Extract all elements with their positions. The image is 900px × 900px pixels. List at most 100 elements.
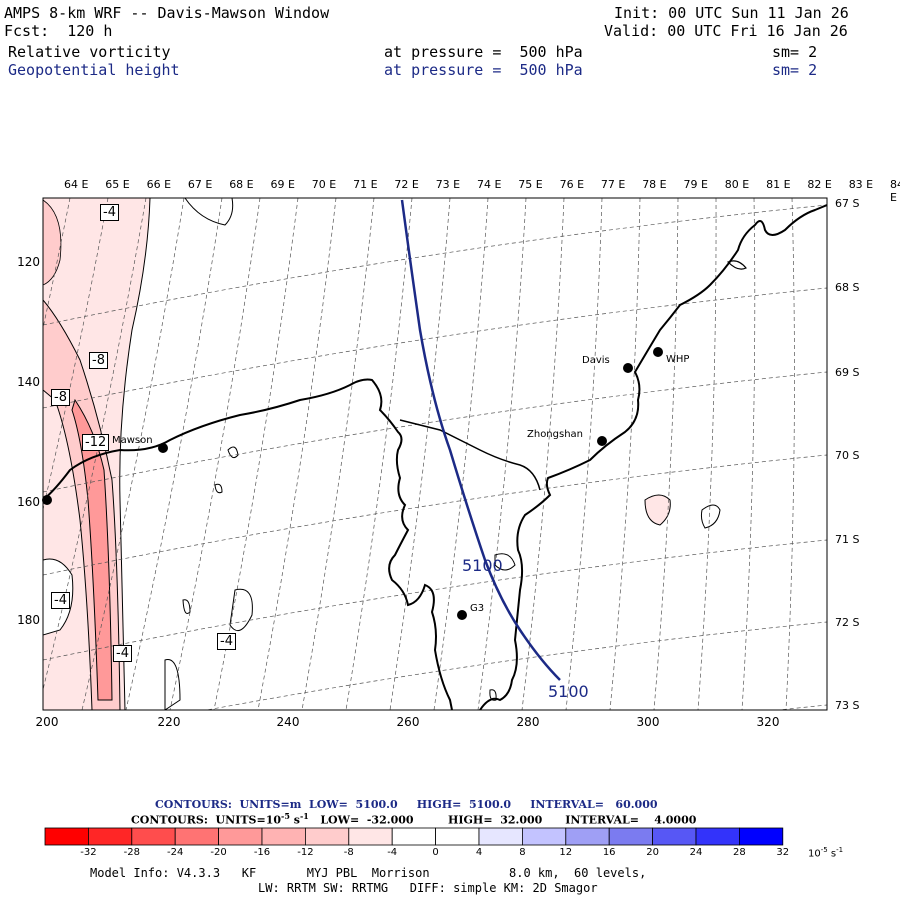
left-edge-marker: [42, 495, 52, 505]
colorbar-label: 16: [602, 847, 616, 858]
height-contour-label: 5100: [462, 556, 503, 575]
lon-label: 83 E: [848, 178, 874, 191]
zhongshan-label: Zhongshan: [527, 429, 584, 440]
valid-time: Valid: 00 UTC Fri 16 Jan 26: [604, 22, 848, 40]
vorticity-label: -4: [217, 633, 236, 650]
vorticity-blob-1: [644, 494, 671, 526]
colorbar-label: 24: [689, 847, 703, 858]
lon-label: 82 E: [807, 178, 832, 191]
island-outline-2: [494, 553, 516, 571]
colorbar-swatch: [739, 827, 784, 846]
colorbar-swatch: [174, 827, 219, 846]
y-tick-120: 120: [17, 255, 40, 269]
vorticity-blob-2: [700, 504, 721, 529]
vorticity-small-4: [164, 659, 181, 710]
lat-label-67s: 67 S: [835, 197, 860, 210]
island-outline: [726, 260, 747, 270]
colorbar-label: 8: [519, 847, 526, 858]
colorbar-swatch: [652, 827, 697, 846]
meridian-line: [345, 198, 413, 710]
parallel-line: [43, 454, 827, 576]
lat-label-69s: 69 S: [835, 366, 860, 379]
colorbar-label: -20: [210, 847, 227, 858]
vorticity-shade-strong: [71, 398, 113, 701]
parallel-line: [204, 621, 827, 710]
height-contour-label: 5100: [548, 682, 589, 701]
colorbar-swatch: [565, 827, 610, 846]
meridian-line: [741, 198, 756, 710]
meridian-line: [565, 198, 603, 710]
vorticity-small-5: [214, 483, 223, 494]
field2-name: Geopotential height: [8, 61, 180, 79]
vorticity-label: -4: [51, 592, 70, 609]
vorticity-label: -8: [51, 389, 70, 406]
lon-label: 71 E: [353, 178, 378, 191]
field1-smoothing: sm= 2: [772, 43, 818, 61]
vorticity-contour-top: [184, 198, 234, 226]
height-contour-info: CONTOURS: UNITS=m LOW= 5100.0 HIGH= 5100…: [155, 798, 658, 811]
lon-label: 75 E: [518, 178, 543, 191]
whp-label: WHP: [666, 354, 690, 365]
colorbar-label: -32: [80, 847, 97, 858]
colorbar-swatch: [218, 827, 263, 846]
parallel-line: [43, 287, 827, 409]
lon-label: 72 E: [394, 178, 419, 191]
colorbar-swatch: [131, 827, 176, 846]
y-tick-180: 180: [17, 613, 40, 627]
colorbar: [44, 827, 784, 846]
plot-title: AMPS 8-km WRF -- Davis-Mawson Window: [4, 4, 330, 22]
model-info-line2: LW: RRTM SW: RRTMG DIFF: simple KM: 2D S…: [258, 881, 598, 895]
lon-label: 81 E: [766, 178, 791, 191]
colorbar-swatch: [44, 827, 89, 846]
colorbar-swatch: [608, 827, 654, 846]
meridian-line: [257, 198, 337, 710]
davis-station-marker: [623, 363, 633, 373]
meridian-line: [301, 198, 375, 710]
field1-name: Relative vorticity: [8, 43, 171, 61]
lon-label: 76 E: [559, 178, 585, 191]
lon-label: 66 E: [146, 178, 172, 191]
lat-label-70s: 70 S: [835, 449, 860, 462]
parallel-line: [43, 371, 827, 493]
g3-station-marker: [457, 610, 467, 620]
lon-label: 74 E: [477, 178, 502, 191]
meridian-line: [477, 198, 527, 710]
lat-label-73s: 73 S: [835, 699, 860, 712]
colorbar-swatch: [695, 827, 740, 846]
meridian-line: [868, 198, 876, 710]
colorbar-swatch: [261, 827, 306, 846]
x-tick-240: 240: [276, 715, 300, 729]
y-tick-160: 160: [17, 495, 40, 509]
colorbar-swatch: [435, 827, 480, 846]
x-tick-220: 220: [157, 715, 181, 729]
colorbar-swatch: [391, 827, 437, 846]
x-tick-200: 200: [35, 715, 59, 729]
lat-label-68s: 68 S: [835, 281, 860, 294]
x-tick-300: 300: [636, 715, 660, 729]
meridian-line: [43, 198, 71, 330]
colorbar-label: 12: [559, 847, 573, 858]
vorticity-label: -12: [82, 434, 110, 451]
colorbar-label: -4: [387, 847, 398, 858]
colorbar-label: 0: [432, 847, 439, 858]
colorbar-label: -12: [297, 847, 314, 858]
meridian-line: [785, 198, 795, 710]
meridian-line: [433, 198, 489, 710]
lon-label: 77 E: [600, 178, 626, 191]
vorticity-small-1: [227, 446, 239, 459]
ice-shelf: [399, 419, 541, 491]
field2-level: at pressure = 500 hPa: [384, 61, 583, 79]
whp-station-marker: [653, 347, 663, 357]
lon-label: 73 E: [435, 178, 461, 191]
lon-label: 84 E: [890, 178, 900, 204]
height-contour-5100: [400, 199, 561, 681]
colorbar-unit: 10-5 s-1: [808, 846, 844, 860]
y-tick-140: 140: [17, 375, 40, 389]
vorticity-label: -4: [113, 645, 132, 662]
mawson-label: Mawson: [112, 435, 153, 446]
meridian-line: [43, 198, 147, 692]
lon-label: 67 E: [187, 178, 213, 191]
vorticity-contour-info: CONTOURS: UNITS=10-5 s-1 LOW= -32.000 HI…: [131, 811, 697, 827]
coastline: [43, 204, 827, 710]
